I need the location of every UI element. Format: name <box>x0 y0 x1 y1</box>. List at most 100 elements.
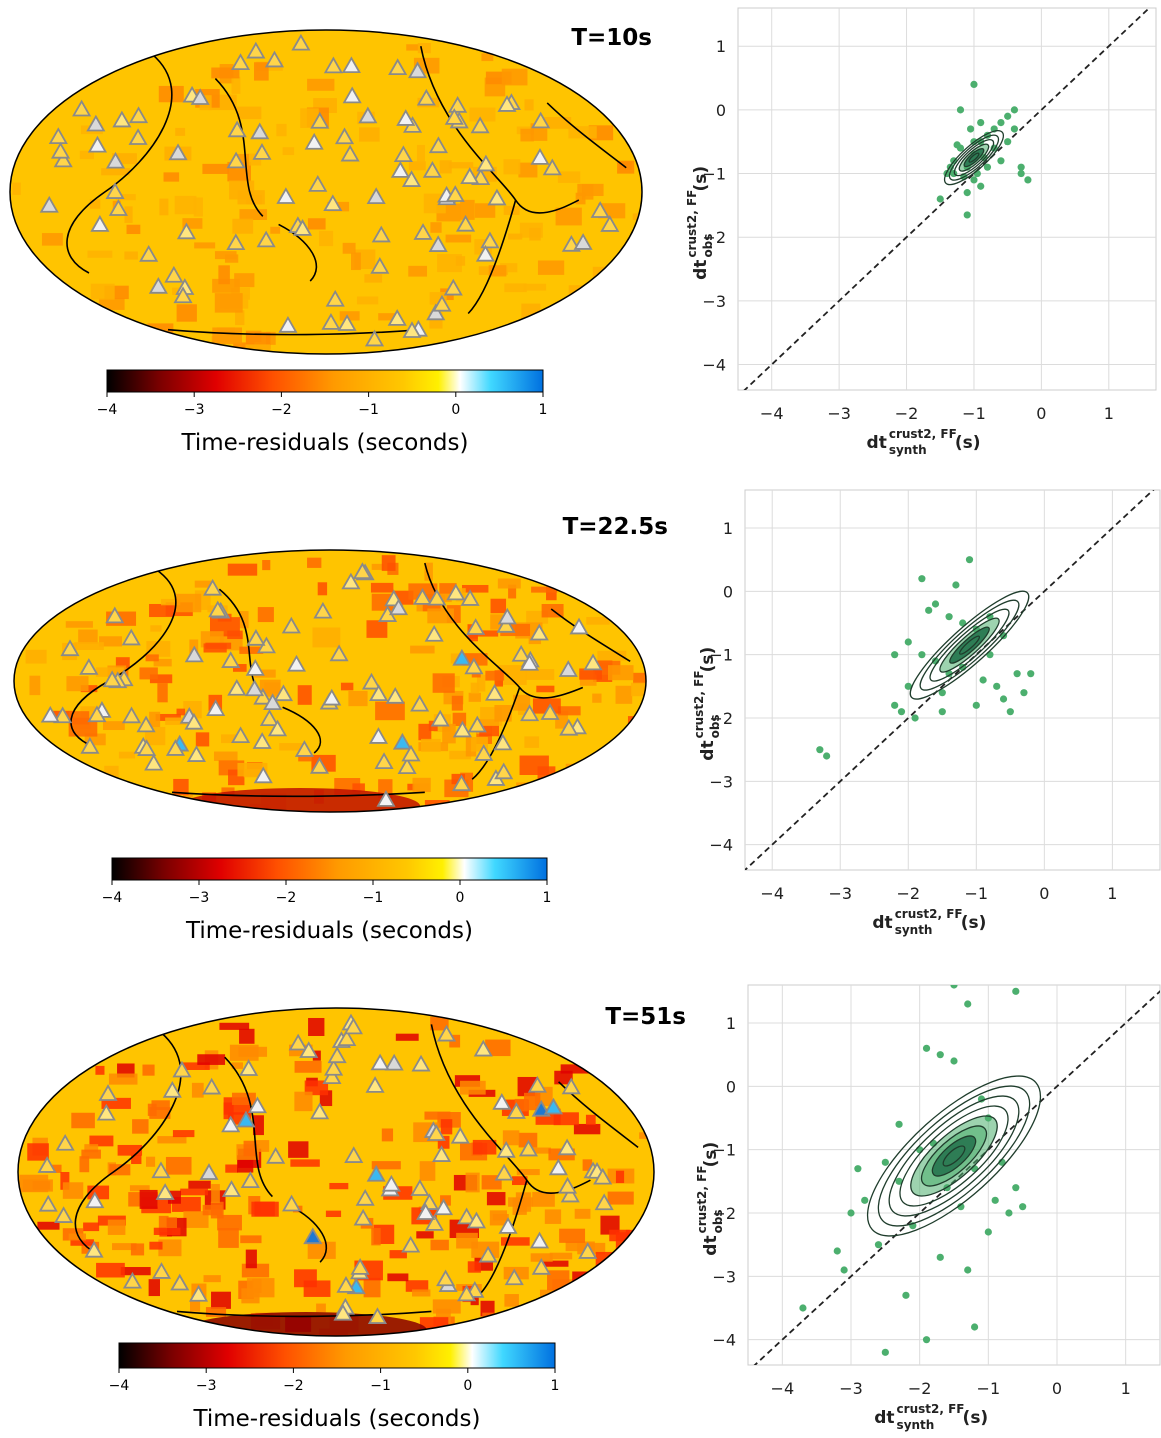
residual-cell <box>516 1169 540 1176</box>
station-triangle <box>139 245 159 262</box>
x-tick-label: 1 <box>1121 1379 1131 1398</box>
data-point <box>833 1247 841 1255</box>
data-point <box>938 708 946 716</box>
residual-cell <box>240 1235 262 1244</box>
station-triangle <box>325 289 345 307</box>
station-triangle <box>60 639 80 657</box>
residual-cell <box>218 265 230 285</box>
x-axis-label-unit: (s) <box>961 913 987 933</box>
residual-cell <box>607 1191 634 1205</box>
x-tick-label: −2 <box>896 884 920 903</box>
residual-cell <box>537 260 565 275</box>
residual-cell <box>243 1140 257 1157</box>
station-triangle <box>278 315 298 333</box>
residual-cell <box>253 62 269 81</box>
station-triangle <box>518 1139 538 1157</box>
residual-cell <box>294 1091 313 1112</box>
y-tick-label: −1 <box>712 1141 736 1160</box>
data-point <box>950 985 958 989</box>
y-tick-label: −4 <box>702 356 726 375</box>
y-axis-label-unit: (s) <box>701 1142 721 1168</box>
residual-cell <box>437 254 462 273</box>
residual-cell <box>166 1217 177 1229</box>
x-axis-label-main: dt <box>867 433 887 453</box>
station-triangle <box>430 709 450 727</box>
residual-cell <box>318 230 334 247</box>
residual-cell <box>108 1073 138 1085</box>
station-triangle <box>520 704 540 722</box>
station-triangle <box>273 684 294 702</box>
residual-cell <box>424 562 433 581</box>
station-triangle <box>527 1075 547 1093</box>
x-axis-label: dt crust2, FF synth (s) <box>874 1402 988 1432</box>
x-axis-label-sub: synth <box>889 443 927 457</box>
residual-cell <box>364 274 383 283</box>
residual-cell <box>395 1033 419 1041</box>
station-triangle <box>122 1271 142 1289</box>
x-axis-label-main: dt <box>874 1408 894 1428</box>
residual-cell <box>239 209 268 220</box>
station-triangle <box>424 624 444 642</box>
data-point <box>1017 163 1025 171</box>
residual-cell <box>308 1017 325 1036</box>
station-triangle <box>282 1194 302 1212</box>
residual-cell <box>174 195 197 215</box>
residual-cell <box>165 1156 192 1175</box>
plot-area <box>744 489 1161 871</box>
station-triangle <box>396 109 416 126</box>
residual-cell <box>124 251 138 260</box>
residual-cell <box>175 127 186 136</box>
residual-cell <box>194 580 212 588</box>
residual-cell <box>146 641 171 657</box>
station-triangle <box>464 657 484 675</box>
station-triangle <box>236 1110 256 1128</box>
y-axis-label-main: dt <box>691 260 711 280</box>
reference-line <box>743 8 1151 390</box>
station-triangle <box>188 1284 209 1302</box>
residual-cell <box>537 766 556 785</box>
residual-cell <box>460 1080 486 1095</box>
residual-cell <box>424 1111 451 1120</box>
residual-cell <box>544 116 572 129</box>
data-point <box>1006 708 1014 716</box>
residual-cell <box>307 1241 336 1259</box>
residual-cell <box>526 1147 551 1154</box>
station-triangle <box>246 41 266 59</box>
station-triangle <box>548 1158 568 1176</box>
map-border <box>13 549 647 813</box>
panel-title: T=10s <box>571 25 652 51</box>
y-axis-label: dt crust2, FF obs (s) <box>695 1142 725 1256</box>
coastline <box>471 687 521 780</box>
residual-cell <box>132 1119 149 1134</box>
residual-cell <box>155 713 181 721</box>
residual-cell <box>497 665 527 685</box>
residual-cell <box>179 1062 210 1070</box>
residual-cell <box>449 750 472 760</box>
station-triangle <box>164 265 184 283</box>
residual-cell <box>182 218 203 229</box>
residual-map <box>9 29 643 355</box>
station-triangle <box>221 651 241 668</box>
residual-cell <box>465 1172 480 1193</box>
station-triangle <box>401 744 421 762</box>
residual-cell <box>266 331 276 345</box>
y-axis-label-sup: crust2, FF <box>685 190 699 258</box>
colorbar-tick-label: −3 <box>184 402 205 418</box>
x-tick-label: −4 <box>771 1379 795 1398</box>
x-axis-label-main: dt <box>872 913 892 933</box>
station-triangle <box>121 706 142 724</box>
data-point <box>904 682 912 690</box>
station-triangle <box>476 154 496 172</box>
residual-cell <box>432 673 455 693</box>
colorbar-label: Time-residuals (seconds) <box>181 430 469 456</box>
residual-cell <box>549 1252 573 1260</box>
residual-cell <box>232 218 254 234</box>
residual-cell <box>146 1156 156 1167</box>
station-triangle <box>144 753 164 771</box>
y-tick-label: 0 <box>723 582 733 601</box>
station-triangle <box>578 1242 598 1259</box>
station-triangle <box>221 1180 242 1197</box>
residual-cell <box>191 1082 204 1098</box>
residual-cell <box>102 721 125 731</box>
